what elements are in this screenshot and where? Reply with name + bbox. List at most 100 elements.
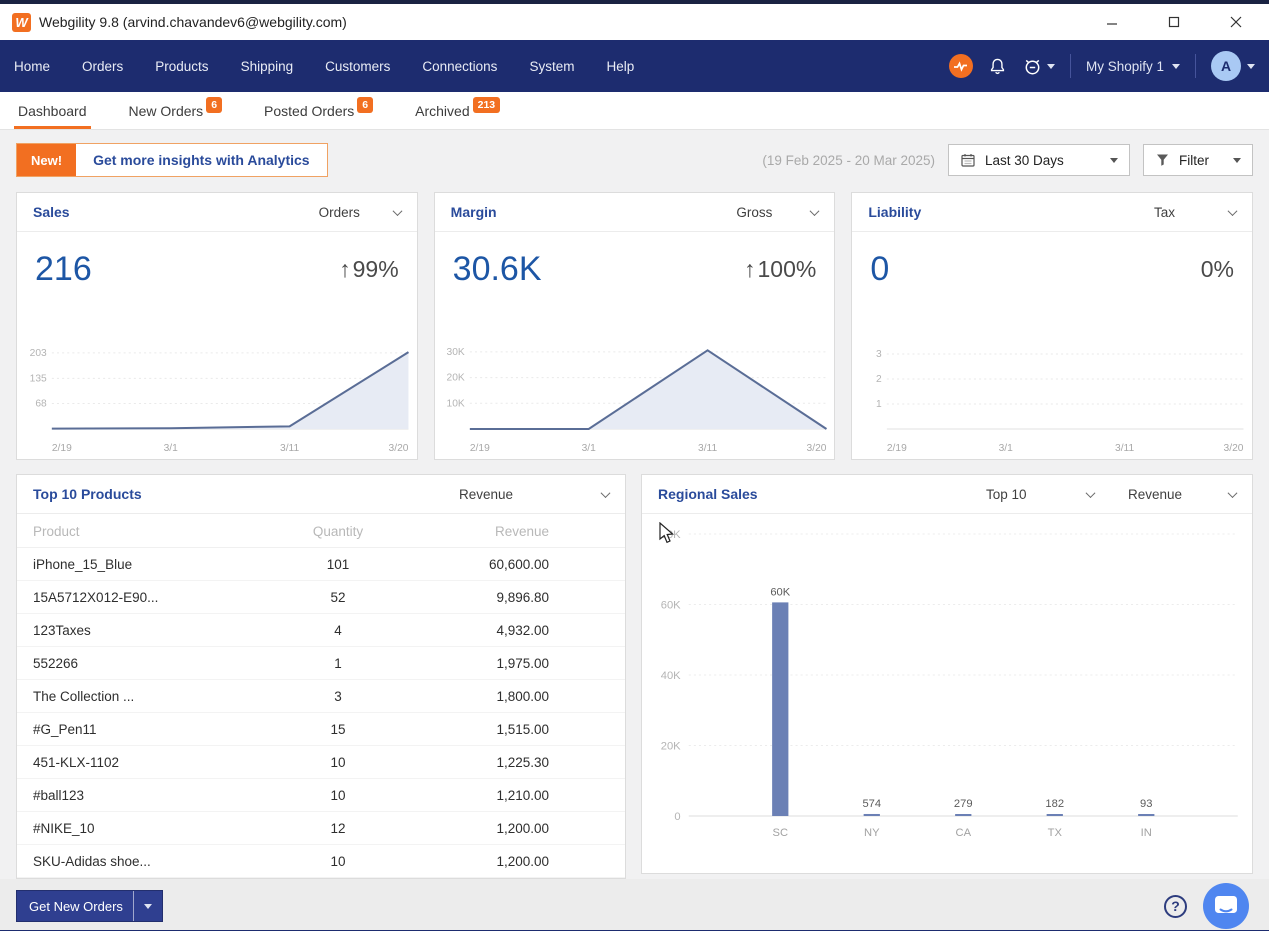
- tab-label: Archived: [415, 103, 469, 119]
- regional-top-selector[interactable]: Top 10: [986, 487, 1094, 502]
- table-row[interactable]: 15A5712X012-E90...529,896.80: [17, 581, 625, 614]
- table-cell: 1,200.00: [403, 821, 609, 836]
- nav-item-connections[interactable]: Connections: [422, 59, 497, 74]
- tab-new-orders[interactable]: New Orders 6: [123, 92, 229, 129]
- products-table-header: Product Quantity Revenue: [17, 514, 625, 548]
- minimize-button[interactable]: [1099, 10, 1125, 34]
- sales-trend-chart: 681352032/193/13/113/20: [17, 327, 417, 459]
- nav-item-products[interactable]: Products: [155, 59, 208, 74]
- svg-text:93: 93: [1140, 798, 1152, 810]
- window-title: Webgility 9.8 (arvind.chavandev6@webgili…: [39, 14, 347, 30]
- table-cell: 10: [273, 854, 403, 869]
- close-button[interactable]: [1223, 10, 1249, 34]
- get-new-orders-caret[interactable]: [133, 891, 162, 921]
- table-row[interactable]: #NIKE_10121,200.00: [17, 812, 625, 845]
- table-cell: 15: [273, 722, 403, 737]
- up-arrow-icon: ↑: [744, 256, 756, 283]
- sales-metric-selector[interactable]: Orders: [319, 205, 401, 220]
- store-selector[interactable]: My Shopify 1: [1086, 59, 1180, 74]
- table-row[interactable]: 451-KLX-1102101,225.30: [17, 746, 625, 779]
- tab-label: New Orders: [129, 103, 204, 119]
- table-row[interactable]: #G_Pen11151,515.00: [17, 713, 625, 746]
- svg-text:135: 135: [30, 373, 47, 384]
- liability-value: 0: [870, 250, 889, 289]
- dashboard-toolbar: New! Get more insights with Analytics (1…: [16, 142, 1253, 178]
- table-cell: 123Taxes: [33, 623, 273, 638]
- bottom-row: Top 10 Products Revenue Product Quantity…: [16, 474, 1253, 879]
- tab-posted-orders[interactable]: Posted Orders 6: [258, 92, 379, 129]
- products-table-body: iPhone_15_Blue10160,600.0015A5712X012-E9…: [17, 548, 625, 878]
- help-icon[interactable]: [1164, 895, 1187, 918]
- table-cell: 4,932.00: [403, 623, 609, 638]
- chevron-down-icon: [1086, 488, 1096, 498]
- sales-delta: ↑ 99%: [339, 256, 399, 283]
- svg-text:80K: 80K: [661, 529, 681, 541]
- sync-status-icon[interactable]: [949, 54, 973, 78]
- get-new-orders-button[interactable]: Get New Orders: [16, 890, 163, 922]
- tab-label: Posted Orders: [264, 103, 354, 119]
- store-selector-label: My Shopify 1: [1086, 59, 1164, 74]
- table-row[interactable]: #ball123101,210.00: [17, 779, 625, 812]
- liability-metric-selector[interactable]: Tax: [1154, 205, 1236, 220]
- table-row[interactable]: 55226611,975.00: [17, 647, 625, 680]
- svg-text:3/11: 3/11: [1115, 443, 1135, 454]
- bell-icon: [988, 57, 1007, 76]
- table-cell: 451-KLX-1102: [33, 755, 273, 770]
- svg-text:279: 279: [954, 798, 973, 810]
- period-label: Last 30 Days: [985, 153, 1064, 168]
- maximize-button[interactable]: [1161, 10, 1187, 34]
- nav-item-home[interactable]: Home: [14, 59, 50, 74]
- scheduler-icon[interactable]: [1022, 57, 1055, 76]
- table-cell: 12: [273, 821, 403, 836]
- nav-item-help[interactable]: Help: [606, 59, 634, 74]
- table-cell: 9,896.80: [403, 590, 609, 605]
- period-dropdown[interactable]: Last 30 Days: [948, 144, 1130, 176]
- tab-archived[interactable]: Archived 213: [409, 92, 506, 129]
- table-cell: 4: [273, 623, 403, 638]
- chat-icon[interactable]: [1203, 883, 1249, 929]
- tab-dashboard[interactable]: Dashboard: [12, 92, 93, 129]
- svg-text:0: 0: [674, 811, 680, 823]
- user-menu[interactable]: A: [1211, 51, 1255, 81]
- margin-card-title: Margin: [451, 204, 497, 220]
- svg-text:182: 182: [1045, 798, 1064, 810]
- caret-down-icon: [144, 904, 152, 909]
- products-metric-selector[interactable]: Revenue: [459, 487, 609, 502]
- svg-text:60K: 60K: [770, 586, 790, 598]
- table-cell: 1,200.00: [403, 854, 609, 869]
- table-cell: #NIKE_10: [33, 821, 273, 836]
- margin-trend-chart: 10K20K30K2/193/13/113/20: [435, 327, 835, 459]
- svg-text:3/11: 3/11: [698, 443, 718, 454]
- footer-right: [1164, 883, 1253, 929]
- regional-metric-selector[interactable]: Revenue: [1128, 487, 1236, 502]
- margin-metric-selector[interactable]: Gross: [736, 205, 818, 220]
- regional-sales-title: Regional Sales: [658, 486, 758, 502]
- analytics-banner-button[interactable]: New! Get more insights with Analytics: [16, 143, 328, 177]
- nav-item-system[interactable]: System: [529, 59, 574, 74]
- table-cell: 1,210.00: [403, 788, 609, 803]
- order-tabbar: Dashboard New Orders 6 Posted Orders 6 A…: [0, 92, 1269, 130]
- new-orders-count-badge: 6: [206, 97, 222, 113]
- table-cell: 60,600.00: [403, 557, 609, 572]
- bar-SC: [772, 602, 788, 816]
- notifications-icon[interactable]: [988, 57, 1007, 76]
- svg-text:68: 68: [35, 399, 47, 410]
- posted-orders-count-badge: 6: [357, 97, 373, 113]
- svg-text:20K: 20K: [446, 373, 464, 384]
- table-row[interactable]: iPhone_15_Blue10160,600.00: [17, 548, 625, 581]
- nav-item-customers[interactable]: Customers: [325, 59, 390, 74]
- bar-TX: [1047, 814, 1063, 816]
- minimize-icon: [1106, 16, 1118, 28]
- titlebar: W Webgility 9.8 (arvind.chavandev6@webgi…: [0, 4, 1269, 40]
- table-row[interactable]: 123Taxes44,932.00: [17, 614, 625, 647]
- selector-label: Orders: [319, 205, 360, 220]
- table-row[interactable]: The Collection ...31,800.00: [17, 680, 625, 713]
- table-row[interactable]: SKU-Adidas shoe...101,200.00: [17, 845, 625, 878]
- nav-item-shipping[interactable]: Shipping: [241, 59, 294, 74]
- nav-item-orders[interactable]: Orders: [82, 59, 123, 74]
- table-cell: #ball123: [33, 788, 273, 803]
- bar-IN: [1138, 814, 1154, 816]
- toolbar-right: (19 Feb 2025 - 20 Mar 2025) Last 30 Days: [762, 144, 1253, 176]
- filter-dropdown[interactable]: Filter: [1143, 144, 1253, 176]
- column-header-quantity: Quantity: [273, 524, 403, 539]
